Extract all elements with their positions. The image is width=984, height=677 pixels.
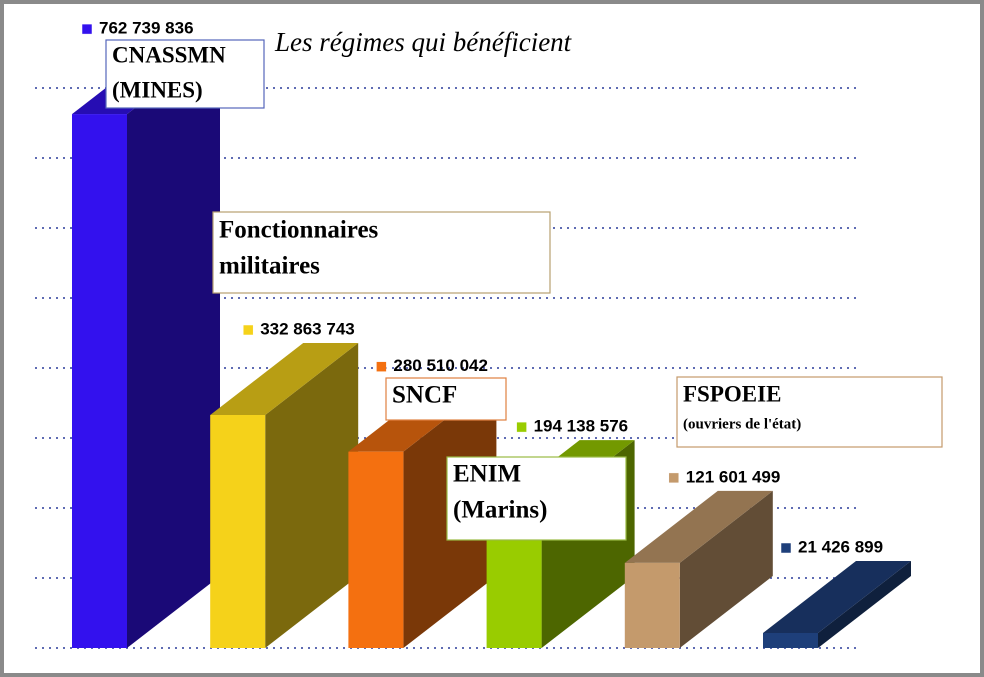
value-label: 762 739 836 [99,19,194,38]
legend-swatch [516,421,527,433]
legend-swatch [780,542,792,554]
category-label: CNASSMN [112,42,226,67]
category-label: (MINES) [112,77,203,102]
bar [72,42,220,649]
category-box [212,211,551,294]
category-label: (Marins) [453,497,547,524]
bar-side [265,342,359,648]
value-label: 21 426 899 [798,537,883,556]
bar [763,561,911,648]
bar [624,490,773,648]
category-label: SNCF [392,382,457,409]
bar-top [210,342,359,415]
category-label: ENIM [453,461,521,488]
value-label: 280 510 042 [393,356,488,375]
category-box [446,456,627,541]
bar-top [763,561,911,634]
category-label: militaires [219,253,320,280]
bar-top [624,490,773,563]
value-label: 121 601 499 [686,467,781,486]
value-label: 332 863 743 [260,319,355,338]
bar-side [127,42,220,649]
bar-front [763,633,818,648]
chart-title: Les régimes qui bénéficient [274,27,573,57]
bar-front [210,414,266,648]
bar [210,342,359,648]
bar-front [348,451,404,648]
bar-front [72,114,127,649]
value-label: 194 138 576 [534,417,629,436]
category-box [385,377,507,421]
category-box [676,376,943,448]
category-box [105,39,265,109]
bar-side [679,490,773,648]
category-label: (ouvriers de l'état) [683,416,801,432]
bar-front [624,562,680,648]
legend-swatch [242,324,254,336]
bar-side [818,561,911,648]
category-label: FSPOEIE [683,381,781,406]
legend-swatch [81,23,93,35]
legend-swatch [376,361,387,372]
legend-swatch [668,472,680,484]
category-label: Fonctionnaires [219,217,379,244]
